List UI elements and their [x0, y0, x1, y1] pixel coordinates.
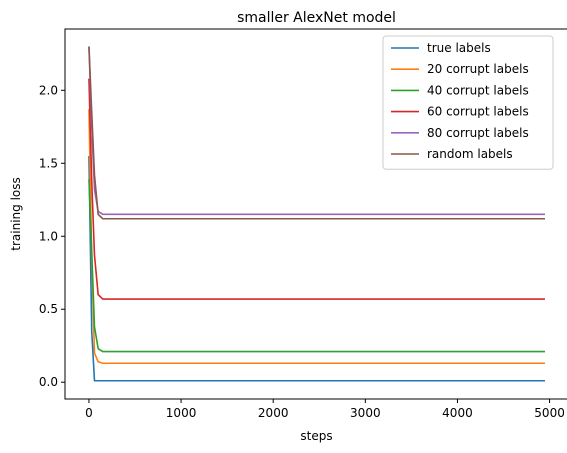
series-line-5	[88, 46, 545, 220]
x-tick-label: 3000	[350, 406, 381, 420]
x-tick-label: 0	[85, 406, 93, 420]
series-line-3	[88, 78, 545, 300]
y-tick-label: 1.0	[39, 229, 58, 243]
legend-box	[382, 35, 554, 170]
x-axis-ticks: 0 1000 2000 3000 4000 5000	[85, 399, 565, 420]
legend-label-5: random labels	[427, 147, 513, 161]
y-axis-ticks: 0.0 0.5 1.0 1.5 2.0	[39, 83, 65, 389]
legend-label-2: 40 corrupt labels	[427, 83, 529, 97]
legend-label-4: 80 corrupt labels	[427, 126, 529, 140]
y-tick-label: 2.0	[39, 83, 58, 97]
x-tick-label: 4000	[442, 406, 473, 420]
series-layer	[88, 46, 545, 382]
legend: true labels 20 corrupt labels 40 corrupt l…	[382, 35, 554, 170]
chart-title: smaller AlexNet model	[237, 10, 396, 26]
x-tick-label: 1000	[166, 406, 197, 420]
y-tick-label: 0.5	[39, 302, 58, 316]
y-axis-label: training loss	[9, 177, 23, 250]
y-tick-label: 0.0	[39, 375, 58, 389]
legend-label-0: true labels	[427, 41, 491, 55]
legend-label-1: 20 corrupt labels	[427, 62, 529, 76]
y-tick-label: 1.5	[39, 156, 58, 170]
plot-frame	[64, 28, 567, 400]
x-tick-label: 2000	[258, 406, 289, 420]
x-tick-label: 5000	[534, 406, 565, 420]
series-line-2	[88, 179, 545, 353]
legend-label-3: 60 corrupt labels	[427, 105, 529, 119]
x-axis-label: steps	[300, 429, 332, 443]
series-line-0	[88, 155, 545, 382]
